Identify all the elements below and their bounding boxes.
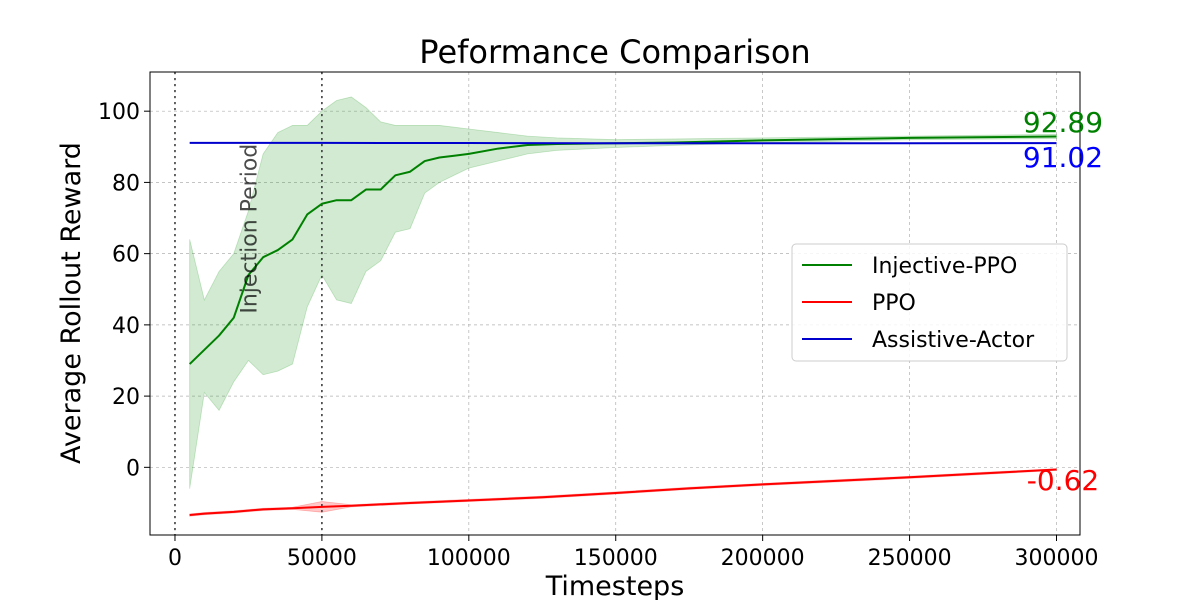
y-tick-label: 80 <box>112 171 140 196</box>
injection-period-label: Injection Period <box>237 144 262 314</box>
y-tick-label: 100 <box>98 100 140 125</box>
assistive-actor-end-value-label: 91.02 <box>1023 141 1103 174</box>
y-axis-label: Average Rollout Reward <box>56 142 87 464</box>
axis-ticks: 0 50000 100000 150000 200000 250000 300000 0 20 4… <box>98 100 1098 571</box>
ppo-end-value-label: -0.62 <box>1027 464 1099 497</box>
y-tick-label: 0 <box>126 456 140 481</box>
y-tick-label: 40 <box>112 314 140 339</box>
x-tick-label: 150000 <box>574 546 658 571</box>
annotations: Injection Period <box>237 144 262 314</box>
x-tick-label: 300000 <box>1015 546 1099 571</box>
vertical-markers <box>174 72 323 535</box>
y-tick-label: 20 <box>112 385 140 410</box>
legend: Injective-PPO PPO Assistive-Actor <box>791 243 1068 362</box>
ppo-line <box>189 468 1057 517</box>
injective-ppo-end-value-label: 92.89 <box>1023 106 1103 139</box>
injective-ppo-confidence-band <box>189 96 1057 489</box>
legend-label-ppo: PPO <box>872 291 916 316</box>
x-tick-label: 100000 <box>427 546 511 571</box>
legend-box <box>791 243 1068 362</box>
legend-label-injective-ppo: Injective-PPO <box>872 254 1017 279</box>
x-axis-label: Timesteps <box>545 571 685 600</box>
x-tick-label: 250000 <box>868 546 952 571</box>
chart-title: Peformance Comparison <box>419 33 810 71</box>
x-tick-label: 200000 <box>721 546 805 571</box>
y-tick-label: 60 <box>112 243 140 268</box>
plot-frame <box>149 71 1081 536</box>
end-value-labels: 92.89 -0.62 91.02 <box>1023 106 1103 497</box>
x-tick-label: 0 <box>168 546 182 571</box>
legend-label-assistive-actor: Assistive-Actor <box>872 328 1035 353</box>
series-lines <box>188 135 1057 517</box>
x-tick-label: 50000 <box>287 546 357 571</box>
